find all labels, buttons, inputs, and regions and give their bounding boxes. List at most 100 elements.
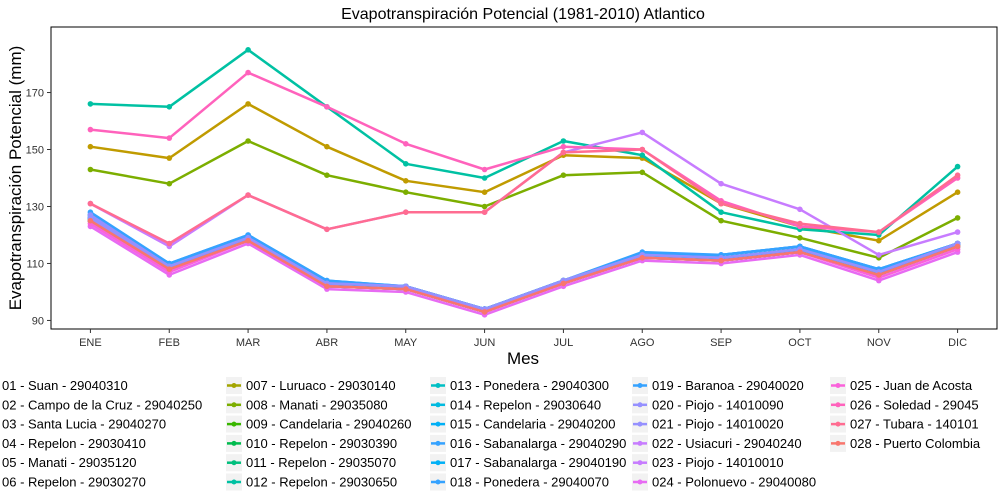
y-tick-label: 130: [26, 201, 44, 213]
data-point: [87, 143, 94, 150]
legend-label: 020 - Piojo - 14010090: [652, 397, 784, 412]
legend-key-point: [435, 460, 441, 466]
legend-key-point: [835, 383, 841, 388]
legend-key-point: [231, 383, 237, 388]
legend-key-point: [637, 479, 643, 485]
x-tick-label: MAY: [394, 337, 418, 349]
data-point: [560, 138, 567, 144]
y-tick-label: 150: [26, 145, 44, 157]
legend-label: 027 - Tubara - 140101: [850, 417, 979, 432]
data-point: [403, 209, 409, 215]
legend-item: 017 - Sabanalarga - 29040190: [430, 454, 626, 472]
data-point: [481, 189, 488, 195]
legend-label: 016 - Sabanalarga - 29040290: [450, 436, 626, 451]
legend-item: 018 - Ponedera - 29040070: [430, 473, 609, 491]
x-tick-label: ABR: [316, 337, 339, 349]
legend-label: 015 - Candelaria - 29040200: [450, 417, 616, 432]
legend-label: 026 - Soledad - 29045: [850, 397, 979, 412]
y-axis-ticks: 90 110 130 150 170: [26, 88, 51, 327]
legend-item: 024 - Polonuevo - 29040080: [632, 473, 816, 491]
data-point: [797, 220, 803, 227]
data-point: [954, 243, 961, 250]
legend-label: 06 - Repelon - 29030270: [2, 475, 146, 490]
legend-item: 011 - Repelon - 29035070: [226, 454, 396, 472]
legend-label: 017 - Sabanalarga - 29040190: [450, 455, 626, 470]
data-point: [639, 169, 646, 176]
data-point: [245, 69, 251, 76]
data-point: [166, 240, 173, 247]
x-tick-label: OCT: [788, 337, 812, 349]
legend-key-point: [637, 460, 643, 466]
data-point: [481, 203, 488, 210]
data-point: [166, 266, 173, 273]
legend-item: 020 - Piojo - 14010090: [632, 396, 784, 414]
data-point: [560, 143, 567, 150]
series-27: [87, 146, 961, 247]
legend-key-point: [435, 440, 441, 446]
legend-item: 007 - Luruaco - 29030140: [226, 377, 396, 394]
data-point: [639, 254, 646, 261]
x-tick-label: JUL: [554, 337, 574, 349]
x-tick-label: SEP: [710, 337, 732, 349]
legend-item: 03 - Santa Lucia - 29040270: [2, 417, 166, 432]
chart-title: Evapotranspiración Potencial (1981-2010)…: [341, 6, 705, 23]
data-point: [245, 138, 251, 144]
legend-item: 06 - Repelon - 29030270: [2, 475, 146, 490]
legend-item: 02 - Campo de la Cruz - 29040250: [2, 397, 202, 412]
legend-label: 008 - Manati - 29035080: [246, 397, 388, 412]
data-point: [87, 217, 94, 224]
x-tick-label: JUN: [474, 337, 495, 349]
legend-key-point: [435, 402, 441, 408]
data-point: [718, 209, 724, 215]
data-point: [639, 129, 646, 136]
data-point: [166, 180, 173, 187]
legend-item: 022 - Usiacuri - 29040240: [632, 434, 802, 452]
data-point: [87, 166, 94, 173]
legend-label: 025 - Juan de Acosta: [850, 378, 973, 393]
legend-key-point: [637, 440, 643, 446]
data-point: [87, 200, 94, 207]
legend-label: 05 - Manati - 29035120: [2, 455, 136, 470]
x-tick-label: MAR: [236, 337, 261, 349]
data-point: [245, 47, 251, 53]
legend-label: 03 - Santa Lucia - 29040270: [2, 417, 166, 432]
data-point: [718, 217, 724, 224]
legend-item: 010 - Repelon - 29030390: [226, 434, 397, 452]
legend-key-point: [435, 383, 441, 388]
data-point: [560, 149, 567, 156]
legend-key-point: [637, 421, 643, 427]
plot-panel: [50, 26, 998, 330]
legend-item: 014 - Repelon - 29030640: [430, 396, 601, 414]
data-point: [324, 143, 330, 150]
x-tick-label: FEB: [159, 337, 180, 349]
legend-label: 022 - Usiacuri - 29040240: [652, 436, 802, 451]
data-point: [876, 272, 882, 278]
data-point: [954, 172, 961, 178]
data-point: [481, 209, 488, 215]
legend-label: 007 - Luruaco - 29030140: [246, 378, 396, 393]
data-point: [403, 161, 409, 167]
legend-label: 010 - Repelon - 29030390: [246, 436, 397, 451]
data-point: [324, 104, 330, 110]
legend-label: 019 - Baranoa - 29040020: [652, 378, 804, 393]
x-tick-label: NOV: [867, 337, 892, 349]
data-point: [166, 135, 173, 141]
data-point: [954, 189, 961, 195]
legend-item: 026 - Soledad - 29045: [830, 396, 979, 414]
legend-label: 028 - Puerto Colombia: [850, 436, 981, 451]
data-point: [797, 206, 803, 213]
data-point: [403, 178, 409, 184]
legend-key-point: [231, 402, 237, 408]
legend-item: 016 - Sabanalarga - 29040290: [430, 434, 626, 452]
series-12: [87, 47, 961, 238]
data-point: [560, 172, 567, 178]
x-axis-ticks: ENE FEB MAR ABR MAY JUN JUL AGO SEP OCT NOV DIC: [79, 329, 967, 349]
data-point: [718, 257, 724, 264]
legend-item: 028 - Puerto Colombia: [830, 434, 981, 452]
data-point: [876, 229, 882, 235]
data-point: [560, 280, 567, 287]
series-line: [89, 225, 959, 317]
legend-item: 012 - Repelon - 29030650: [226, 473, 397, 491]
legend-key-point: [231, 421, 237, 427]
